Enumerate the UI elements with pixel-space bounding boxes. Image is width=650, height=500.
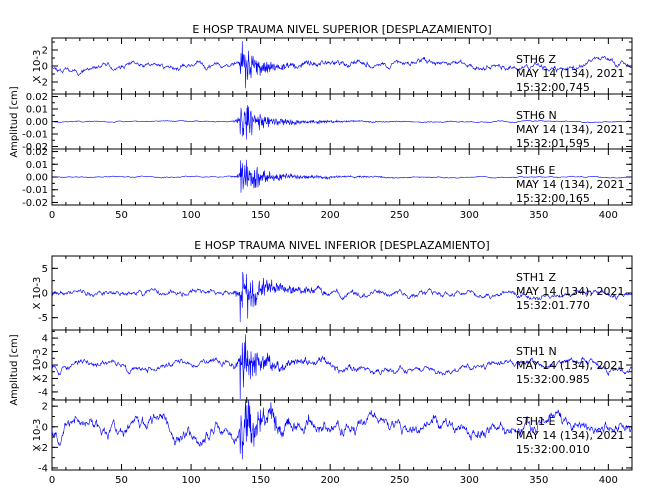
waveform-sth1-n [51,334,633,400]
x-tick-label: 250 [390,210,409,221]
station-component-label: STH6 Z [516,53,556,66]
time-label: 15:32:00.745 [516,81,590,94]
y-tick-label: -0.02 [22,198,48,209]
y-axis-label: Amplitud [cm] [9,334,20,405]
date-label: MAY 14 (134), 2021 [516,178,624,191]
y-tick-label: 0.02 [26,147,48,158]
time-label: 15:32:00.165 [516,192,590,205]
x-tick-label: 300 [460,210,479,221]
chart-title: E HOSP TRAUMA NIVEL INFERIOR [DESPLAZAMI… [194,239,489,252]
y-tick-label: -0.02 [22,142,48,153]
y-tick-label: 2 [42,46,48,57]
y-tick-label: -5 [38,313,48,324]
x-tick-label: 350 [529,475,548,486]
y-tick-label: 0 [42,289,48,300]
date-label: MAY 14 (134), 2021 [516,123,624,136]
x-tick-label: 100 [182,475,201,486]
date-label: MAY 14 (134), 2021 [516,285,624,298]
y-tick-label: 2 [42,347,48,358]
station-component-label: STH1 E [516,415,555,428]
x-tick-label: 300 [460,475,479,486]
x-tick-label: 50 [115,210,128,221]
x-tick-label: 400 [599,475,618,486]
y-tick-label: -4 [38,463,48,474]
y-tick-label: -4 [38,387,48,398]
y-tick-label: 5 [42,264,48,275]
time-label: 15:32:00.985 [516,373,590,386]
scale-label: X 10-3 [32,349,43,382]
x-tick-label: 200 [321,475,340,486]
y-tick-label: -2 [38,78,48,89]
scale-label: X 10-3 [32,277,43,310]
y-tick-label: 0 [42,422,48,433]
x-tick-label: 50 [115,475,128,486]
station-component-label: STH6 E [516,164,555,177]
time-label: 15:32:01.770 [516,299,590,312]
scale-label: X 10-3 [32,419,43,452]
y-tick-label: 4 [42,334,48,345]
chart-title: E HOSP TRAUMA NIVEL SUPERIOR [DESPLAZAMI… [192,23,491,36]
x-tick-label: 200 [321,210,340,221]
panel-frame [51,399,633,471]
time-label: 15:32:00.010 [516,443,590,456]
time-label: 15:32:01.595 [516,137,590,150]
waveform-sth1-e [51,399,633,460]
y-tick-label: 0.02 [26,92,48,103]
y-tick-label: 0 [42,62,48,73]
y-tick-label: 0.00 [26,173,48,184]
y-tick-label: 0.01 [26,105,48,116]
y-tick-label: -2 [38,374,48,385]
chart-2: E HOSP TRAUMA NIVEL INFERIOR [DESPLAZAMI… [9,239,633,486]
waveform-sth6-n [52,104,633,140]
y-tick-label: -2 [38,443,48,454]
y-tick-label: 0.00 [26,117,48,128]
waveform-sth6-z [51,41,633,89]
y-tick-label: -0.01 [22,185,48,196]
scale-label: X 10-3 [32,50,43,83]
station-component-label: STH1 N [516,345,557,358]
date-label: MAY 14 (134), 2021 [516,359,624,372]
date-label: MAY 14 (134), 2021 [516,67,624,80]
x-tick-label: 100 [182,210,201,221]
x-tick-label: 400 [599,210,618,221]
y-tick-label: -0.01 [22,130,48,141]
x-tick-label: 0 [49,475,55,486]
waveform-sth1-z [51,271,633,323]
chart-1: E HOSP TRAUMA NIVEL SUPERIOR [DESPLAZAMI… [9,23,633,221]
x-tick-label: 350 [529,210,548,221]
station-component-label: STH6 N [516,109,557,122]
y-tick-label: 0.01 [26,160,48,171]
y-tick-label: 2 [42,402,48,413]
y-tick-label: 0 [42,361,48,372]
date-label: MAY 14 (134), 2021 [516,429,624,442]
y-axis-label: Amplitud [cm] [9,86,20,157]
station-component-label: STH1 Z [516,271,556,284]
x-tick-label: 250 [390,475,409,486]
x-tick-label: 0 [49,210,55,221]
x-tick-label: 150 [251,475,270,486]
waveform-sth6-e [51,159,632,193]
x-tick-label: 150 [251,210,270,221]
